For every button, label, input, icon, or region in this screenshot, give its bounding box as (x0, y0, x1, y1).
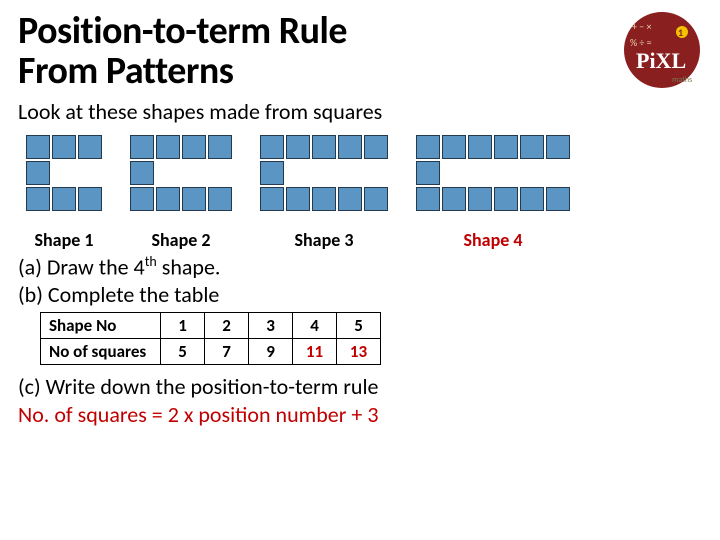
square-cell (416, 135, 440, 159)
square-cell (312, 187, 336, 211)
square-cell (416, 161, 440, 185)
square-cell (78, 135, 102, 159)
empty-cell (546, 161, 570, 185)
empty-cell (208, 161, 232, 185)
task-a-sup: th (145, 253, 157, 270)
task-b: (b) Complete the table (18, 281, 219, 308)
shape-grid (130, 135, 232, 211)
shape: Shape 1 (26, 135, 102, 251)
table-cell: 13 (337, 339, 381, 365)
square-cell (364, 135, 388, 159)
square-cell (312, 135, 336, 159)
table-cell: 11 (293, 339, 337, 365)
part-c: (c) Write down the position-to-term rule… (18, 373, 702, 428)
task-a-suffix: shape. (157, 253, 221, 280)
task-a-prefix: (a) Draw the 4 (18, 253, 145, 280)
empty-cell (78, 161, 102, 185)
square-cell (26, 135, 50, 159)
table-cell: 7 (205, 339, 249, 365)
square-cell (182, 135, 206, 159)
square-cell (78, 187, 102, 211)
empty-cell (52, 161, 76, 185)
square-cell (494, 187, 518, 211)
shape: Shape 4 (416, 135, 570, 251)
shapes-row: Shape 1 Shape 2 Shape 3 Shape 4 (26, 135, 702, 251)
square-cell (130, 135, 154, 159)
square-cell (546, 187, 570, 211)
square-cell (260, 187, 284, 211)
square-cell (520, 187, 544, 211)
shape-label: Shape 2 (152, 229, 211, 251)
shape: Shape 3 (260, 135, 388, 251)
square-cell (26, 161, 50, 185)
table-cell: 3 (249, 313, 293, 339)
table-cell: 4 (293, 313, 337, 339)
empty-cell (156, 161, 180, 185)
shape-grid (416, 135, 570, 211)
table-cell: 5 (337, 313, 381, 339)
shape-label: Shape 1 (35, 229, 94, 251)
table-cell: 9 (249, 339, 293, 365)
empty-cell (312, 161, 336, 185)
pixl-logo: + − × % ÷ = 1 PiXL maths (622, 10, 702, 90)
square-cell (468, 187, 492, 211)
shape: Shape 2 (130, 135, 232, 251)
square-cell (208, 187, 232, 211)
empty-cell (338, 161, 362, 185)
svg-text:1: 1 (678, 26, 683, 39)
square-cell (494, 135, 518, 159)
square-cell (260, 135, 284, 159)
row-label: No of squares (41, 339, 161, 365)
empty-cell (182, 161, 206, 185)
empty-cell (364, 161, 388, 185)
shape-grid (260, 135, 388, 211)
table-cell: 1 (161, 313, 205, 339)
square-cell (130, 187, 154, 211)
square-cell (442, 187, 466, 211)
part-c-line1: (c) Write down the position-to-term rule (18, 373, 378, 400)
empty-cell (520, 161, 544, 185)
square-cell (546, 135, 570, 159)
square-cell (52, 187, 76, 211)
square-cell (338, 187, 362, 211)
table-cell: 5 (161, 339, 205, 365)
square-cell (260, 161, 284, 185)
shape-grid (26, 135, 102, 211)
part-c-line2: No. of squares = 2 x position number + 3 (18, 401, 378, 428)
logo-text: PiXL (636, 48, 686, 73)
svg-text:+ − ×: + − × (632, 20, 651, 33)
tasks: (a) Draw the 4th shape. (b) Complete the… (18, 253, 702, 308)
square-cell (182, 187, 206, 211)
square-cell (156, 135, 180, 159)
empty-cell (468, 161, 492, 185)
logo-sub: maths (672, 75, 692, 85)
square-cell (52, 135, 76, 159)
square-cell (208, 135, 232, 159)
table-cell: 2 (205, 313, 249, 339)
title-line-2: From Patterns (18, 48, 233, 94)
square-cell (468, 135, 492, 159)
data-table: Shape No12345No of squares5791113 (40, 312, 381, 365)
square-cell (26, 187, 50, 211)
square-cell (520, 135, 544, 159)
square-cell (338, 135, 362, 159)
empty-cell (286, 161, 310, 185)
intro-text: Look at these shapes made from squares (18, 98, 702, 125)
shape-label: Shape 4 (464, 229, 523, 251)
square-cell (156, 187, 180, 211)
empty-cell (442, 161, 466, 185)
page-title: Position-to-term Rule From Patterns (18, 12, 702, 92)
square-cell (416, 187, 440, 211)
row-label: Shape No (41, 313, 161, 339)
square-cell (286, 135, 310, 159)
square-cell (286, 187, 310, 211)
square-cell (442, 135, 466, 159)
square-cell (364, 187, 388, 211)
empty-cell (494, 161, 518, 185)
square-cell (130, 161, 154, 185)
shape-label: Shape 3 (295, 229, 354, 251)
